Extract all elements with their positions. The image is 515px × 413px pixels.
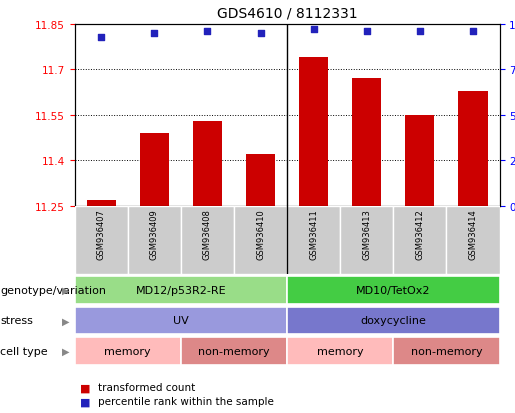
Bar (287, 277, 500, 304)
Text: ▶: ▶ (62, 346, 70, 356)
Point (256, 31, 265, 37)
Text: cell type: cell type (0, 346, 47, 356)
Bar (458, 91, 488, 206)
Text: MD12/p53R2-RE: MD12/p53R2-RE (135, 285, 226, 296)
Text: ■: ■ (80, 382, 90, 392)
Bar (87, 200, 116, 206)
Text: GSM936412: GSM936412 (416, 209, 424, 259)
Point (363, 29, 371, 36)
Bar (393, 206, 447, 275)
Bar (287, 206, 340, 275)
Bar (340, 206, 393, 275)
Text: GSM936407: GSM936407 (97, 209, 106, 259)
Text: memory: memory (105, 346, 151, 356)
Text: GSM936413: GSM936413 (362, 209, 371, 259)
Text: ■: ■ (80, 396, 90, 406)
Bar (140, 134, 169, 206)
Point (203, 29, 212, 36)
Text: ▶: ▶ (62, 316, 70, 326)
Bar (405, 116, 435, 206)
Text: GSM936408: GSM936408 (203, 209, 212, 259)
Title: GDS4610 / 8112331: GDS4610 / 8112331 (217, 7, 357, 21)
Point (469, 29, 477, 36)
Text: GSM936410: GSM936410 (256, 209, 265, 259)
Bar (75, 337, 181, 365)
Text: non-memory: non-memory (198, 346, 270, 356)
Text: MD10/TetOx2: MD10/TetOx2 (356, 285, 431, 296)
Bar (447, 206, 500, 275)
Text: memory: memory (317, 346, 364, 356)
Bar (246, 155, 275, 206)
Point (416, 29, 424, 36)
Point (310, 27, 318, 33)
Text: GSM936411: GSM936411 (309, 209, 318, 259)
Bar (181, 206, 234, 275)
Text: UV: UV (173, 316, 189, 326)
Text: genotype/variation: genotype/variation (0, 285, 106, 296)
Bar (352, 79, 382, 206)
Text: doxycycline: doxycycline (360, 316, 426, 326)
Bar (75, 206, 128, 275)
Bar (299, 58, 328, 206)
Bar (234, 206, 287, 275)
Bar (287, 337, 393, 365)
Bar (75, 307, 287, 335)
Bar (393, 337, 500, 365)
Bar (128, 206, 181, 275)
Text: percentile rank within the sample: percentile rank within the sample (98, 396, 274, 406)
Text: GSM936409: GSM936409 (150, 209, 159, 259)
Bar (75, 277, 287, 304)
Text: non-memory: non-memory (410, 346, 482, 356)
Text: stress: stress (0, 316, 33, 326)
Text: ▶: ▶ (62, 285, 70, 296)
Text: transformed count: transformed count (98, 382, 195, 392)
Point (97, 34, 106, 41)
Bar (193, 122, 222, 206)
Bar (181, 337, 287, 365)
Bar (287, 307, 500, 335)
Point (150, 31, 159, 37)
Text: GSM936414: GSM936414 (469, 209, 477, 259)
